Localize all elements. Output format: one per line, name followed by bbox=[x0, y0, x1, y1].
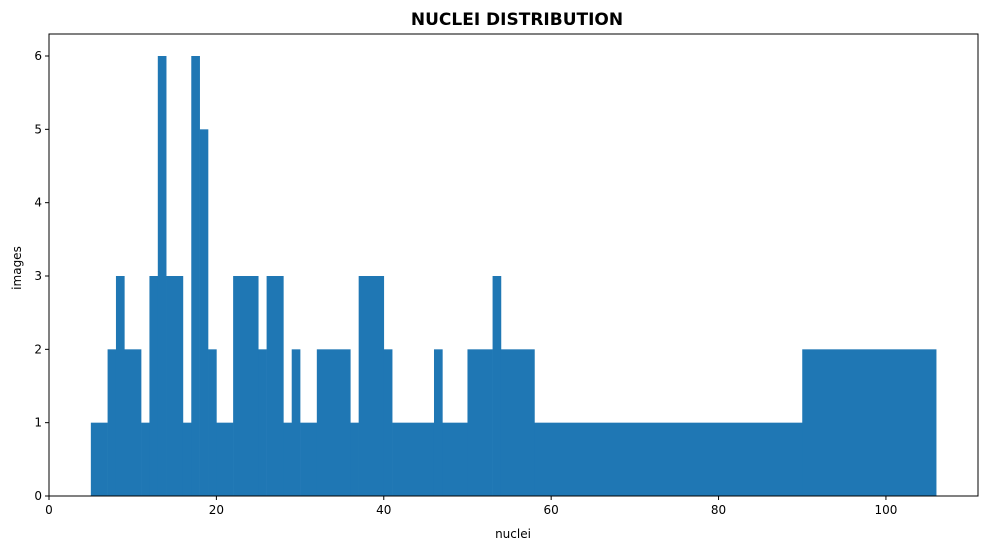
histogram-bar bbox=[115, 276, 125, 496]
histogram-bar bbox=[182, 422, 192, 496]
y-tick-label: 1 bbox=[34, 416, 42, 430]
histogram-bar bbox=[467, 349, 493, 496]
histogram-bar bbox=[350, 422, 359, 496]
histogram-bar bbox=[124, 349, 142, 496]
histogram-bar bbox=[266, 276, 284, 496]
y-tick-label: 2 bbox=[34, 342, 42, 356]
x-tick-label: 80 bbox=[711, 503, 726, 517]
chart-title: NUCLEI DISTRIBUTION bbox=[411, 10, 623, 30]
histogram-bar bbox=[157, 56, 167, 496]
histogram-bar bbox=[383, 349, 393, 496]
x-tick-label: 20 bbox=[209, 503, 224, 517]
histogram-bar bbox=[492, 276, 502, 496]
x-axis-label: nuclei bbox=[495, 527, 531, 541]
y-axis-ticks: 0 1 2 3 4 5 6 bbox=[34, 49, 49, 503]
y-axis-label: images bbox=[10, 246, 24, 290]
histogram-bar bbox=[291, 349, 301, 496]
histogram-bar bbox=[258, 349, 267, 496]
y-tick-label: 6 bbox=[34, 49, 42, 63]
histogram-bar bbox=[107, 349, 117, 496]
histogram-bar bbox=[392, 422, 435, 496]
histogram-bar bbox=[500, 349, 535, 496]
histogram-bar bbox=[141, 422, 150, 496]
histogram-bar bbox=[534, 422, 803, 496]
y-tick-label: 3 bbox=[34, 269, 42, 283]
histogram-bar bbox=[433, 349, 443, 496]
histogram-bar bbox=[358, 276, 385, 496]
histogram-bar bbox=[300, 422, 318, 496]
histogram-bars bbox=[90, 56, 937, 497]
plot-frame bbox=[48, 33, 979, 497]
histogram-bar bbox=[199, 129, 209, 497]
histogram-bar bbox=[90, 422, 108, 496]
y-tick-label: 0 bbox=[34, 489, 42, 503]
histogram-bar bbox=[442, 422, 468, 496]
x-tick-label: 60 bbox=[544, 503, 559, 517]
histogram-bar bbox=[216, 422, 234, 496]
y-tick-label: 5 bbox=[34, 122, 42, 136]
histogram-bar bbox=[166, 276, 184, 496]
histogram-bar bbox=[316, 349, 351, 496]
x-axis-ticks: 0 20 40 60 80 100 bbox=[45, 496, 897, 517]
histogram-bar bbox=[802, 349, 937, 496]
x-tick-label: 0 bbox=[45, 503, 53, 517]
x-tick-label: 40 bbox=[376, 503, 391, 517]
histogram-bar bbox=[233, 276, 259, 496]
histogram-bar bbox=[149, 276, 159, 496]
y-tick-label: 4 bbox=[34, 196, 42, 210]
histogram-bar bbox=[283, 422, 293, 496]
histogram-bar bbox=[191, 56, 200, 496]
histogram-bar bbox=[208, 349, 217, 496]
x-tick-label: 100 bbox=[874, 503, 897, 517]
